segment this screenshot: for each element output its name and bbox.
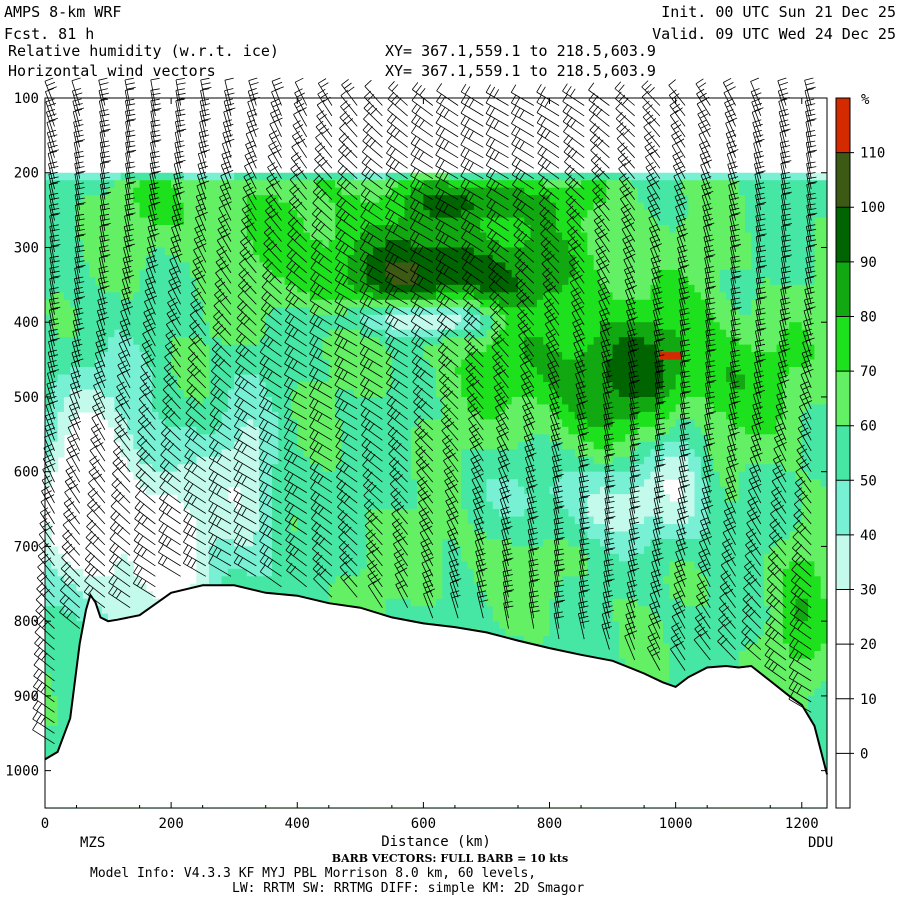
y-tick-label: 900 bbox=[14, 689, 39, 705]
y-tick-label: 200 bbox=[14, 166, 39, 182]
y-tick-label: 100 bbox=[14, 91, 39, 107]
y-tick-label: 700 bbox=[14, 539, 39, 555]
colorbar-level-label: 110 bbox=[860, 146, 885, 162]
colorbar-level-label: 60 bbox=[860, 419, 877, 435]
colorbar-swatch bbox=[836, 425, 850, 481]
start-station-label: MZS bbox=[80, 835, 105, 851]
terrain-mask bbox=[44, 584, 828, 808]
y-tick-label: 1000 bbox=[5, 764, 39, 780]
model-title: AMPS 8-km WRF bbox=[4, 3, 121, 21]
colorbar-swatch bbox=[836, 207, 850, 263]
colorbar-level-label: 30 bbox=[860, 583, 877, 599]
colorbar-level-label: 100 bbox=[860, 200, 885, 216]
barb-vectors-note: BARB VECTORS: FULL BARB = 10 kts bbox=[332, 852, 568, 865]
xy-endpoints-2: XY= 367.1,559.1 to 218.5,603.9 bbox=[385, 62, 656, 80]
colorbar-level-label: 10 bbox=[860, 692, 877, 708]
colorbar-swatch bbox=[836, 589, 850, 645]
field-title-shaded: Relative humidity (w.r.t. ice) bbox=[8, 42, 279, 60]
colorbar-level-label: 0 bbox=[860, 746, 868, 762]
valid-time: Valid. 09 UTC Wed 24 Dec 25 bbox=[652, 25, 896, 43]
colorbar-swatch bbox=[836, 98, 850, 154]
colorbar-swatch bbox=[836, 316, 850, 372]
colorbar-level-label: 80 bbox=[860, 309, 877, 325]
x-tick-label: 400 bbox=[285, 816, 310, 832]
y-tick-label: 500 bbox=[14, 390, 39, 406]
colorbar-swatch bbox=[836, 698, 850, 754]
colorbar-swatch bbox=[836, 371, 850, 427]
x-axis-label: Distance (km) bbox=[381, 834, 491, 850]
init-time: Init. 00 UTC Sun 21 Dec 25 bbox=[661, 3, 896, 21]
colorbar-swatch bbox=[836, 644, 850, 700]
colorbar-swatch bbox=[836, 534, 850, 590]
x-tick-label: 1200 bbox=[785, 816, 819, 832]
y-tick-label: 300 bbox=[14, 240, 39, 256]
x-tick-label: 200 bbox=[158, 816, 183, 832]
forecast-hour: Fcst. 81 h bbox=[4, 25, 94, 43]
y-tick-label: 600 bbox=[14, 465, 39, 481]
colorbar-swatch bbox=[836, 753, 850, 809]
plot-frame bbox=[44, 97, 828, 809]
xy-endpoints-1: XY= 367.1,559.1 to 218.5,603.9 bbox=[385, 42, 656, 60]
colorbar-level-label: 20 bbox=[860, 637, 877, 653]
end-station-label: DDU bbox=[808, 835, 833, 851]
field-title-vectors: Horizontal wind vectors bbox=[8, 62, 216, 80]
colorbar-unit: % bbox=[861, 92, 870, 108]
colorbar-level-label: 90 bbox=[860, 255, 877, 271]
model-info-line1: Model Info: V4.3.3 KF MYJ PBL Morrison 8… bbox=[90, 866, 536, 881]
colorbar-level-label: 70 bbox=[860, 364, 877, 380]
colorbar-level-label: 50 bbox=[860, 473, 877, 489]
x-tick-label: 1000 bbox=[659, 816, 693, 832]
colorbar-level-label: 40 bbox=[860, 528, 877, 544]
colorbar-swatch bbox=[836, 261, 850, 317]
y-tick-label: 400 bbox=[14, 315, 39, 331]
y-tick-label: 800 bbox=[14, 614, 39, 630]
x-tick-label: 800 bbox=[537, 816, 562, 832]
x-tick-label: 0 bbox=[41, 816, 49, 832]
x-tick-label: 600 bbox=[411, 816, 436, 832]
x-axis: 0 200 400 600 800 1000 1200 bbox=[41, 98, 819, 832]
colorbar-swatch bbox=[836, 152, 850, 208]
colorbar-swatch bbox=[836, 480, 850, 536]
y-axis: 100 200 300 400 500 600 700 800 900 1000 bbox=[5, 91, 827, 780]
wind-barbs bbox=[32, 77, 818, 745]
model-info-line2: LW: RRTM SW: RRTMG DIFF: simple KM: 2D S… bbox=[232, 881, 584, 896]
